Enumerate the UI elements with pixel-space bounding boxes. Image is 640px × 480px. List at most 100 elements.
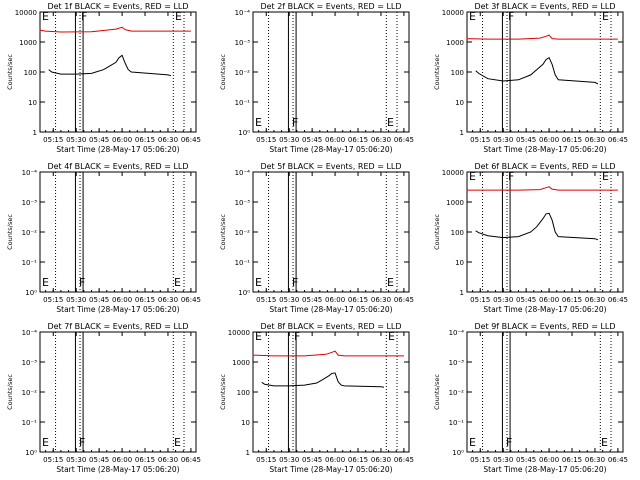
chart-title: Det 3f BLACK = Events, RED = LLD [474, 2, 615, 11]
y-tick-label: 10000 [15, 9, 37, 17]
y-tick-label: 10⁻³ [235, 199, 251, 207]
x-axis-label: Start Time (28-May-17 05:06:20) [483, 145, 606, 154]
lld-series-line [466, 34, 618, 40]
marker-label: E [602, 10, 609, 23]
plot-frame [39, 11, 197, 133]
y-axis-label: Counts/sec [219, 374, 227, 410]
x-tick-label: 06:30 [158, 136, 178, 144]
plot-frame [39, 171, 197, 293]
x-tick-label: 06:30 [371, 296, 391, 304]
x-tick-label: 06:30 [371, 456, 391, 464]
marker-label: F [508, 170, 514, 183]
y-tick-label: 10⁻¹ [22, 419, 38, 427]
y-tick-label: 100 [24, 69, 37, 77]
x-tick-label: 05:15 [256, 296, 276, 304]
x-axis-label: Start Time (28-May-17 05:06:20) [56, 305, 179, 314]
y-axis-label: Counts/sec [433, 54, 441, 90]
y-tick-label: 10⁻¹ [235, 99, 251, 107]
x-tick-label: 05:30 [66, 136, 86, 144]
chart-title: Det 2f BLACK = Events, RED = LLD [260, 2, 401, 11]
x-tick-label: 05:15 [256, 136, 276, 144]
x-tick-label: 05:45 [302, 456, 322, 464]
x-axis-label: Start Time (28-May-17 05:06:20) [269, 465, 392, 474]
marker-label: F [506, 436, 512, 449]
chart-title: Det 6f BLACK = Events, RED = LLD [474, 162, 615, 171]
y-tick-label: 10⁰ [25, 289, 37, 297]
x-tick-label: 06:00 [112, 456, 132, 464]
marker-label: F [292, 276, 298, 289]
y-tick-label: 10 [455, 259, 464, 267]
y-tick-label: 10⁻¹ [235, 259, 251, 267]
x-tick-label: 06:00 [325, 456, 345, 464]
x-tick-label: 06:45 [181, 296, 201, 304]
y-tick-label: 10 [455, 99, 464, 107]
y-tick-label: 1000 [19, 39, 37, 47]
marker-label: F [294, 330, 300, 343]
x-tick-label: 05:15 [43, 296, 63, 304]
x-tick-label: 05:15 [470, 456, 490, 464]
plot-frame [252, 331, 410, 453]
events-series-line [261, 372, 385, 388]
lld-series-line [466, 186, 618, 191]
x-tick-label: 06:15 [135, 296, 155, 304]
x-axis-label: Start Time (28-May-17 05:06:20) [56, 465, 179, 474]
y-tick-label: 10⁻³ [235, 39, 251, 47]
y-axis-label: Counts/sec [6, 374, 14, 410]
x-tick-label: 06:30 [585, 296, 605, 304]
y-tick-label: 10000 [228, 329, 250, 337]
y-tick-label: 10⁻³ [22, 359, 38, 367]
marker-label: E [469, 170, 476, 183]
marker-label: E [255, 116, 262, 129]
marker-label: E [174, 436, 181, 449]
x-tick-label: 06:45 [394, 296, 414, 304]
x-tick-label: 06:45 [608, 456, 628, 464]
y-tick-label: 10 [241, 419, 250, 427]
x-tick-label: 05:30 [66, 296, 86, 304]
x-tick-label: 06:00 [325, 296, 345, 304]
plot-frame [39, 331, 197, 453]
plot-frame [252, 171, 410, 293]
marker-label: F [79, 276, 85, 289]
y-tick-label: 10⁻⁴ [235, 169, 251, 177]
x-tick-label: 05:45 [89, 456, 109, 464]
y-tick-label: 10⁻² [22, 389, 38, 397]
x-tick-label: 06:00 [325, 136, 345, 144]
marker-label: F [508, 10, 514, 23]
x-tick-label: 05:15 [256, 456, 276, 464]
marker-label: E [42, 436, 49, 449]
y-tick-label: 100 [237, 389, 250, 397]
x-tick-label: 05:30 [493, 136, 513, 144]
x-tick-label: 05:45 [89, 136, 109, 144]
y-axis-label: Counts/sec [433, 214, 441, 250]
events-series-line [475, 56, 599, 85]
x-tick-label: 05:30 [279, 136, 299, 144]
x-tick-label: 06:30 [585, 136, 605, 144]
y-tick-label: 1 [460, 289, 464, 297]
x-tick-label: 06:15 [135, 456, 155, 464]
y-tick-label: 1 [460, 129, 464, 137]
chart-title: Det 9f BLACK = Events, RED = LLD [474, 322, 615, 331]
x-tick-label: 05:30 [493, 456, 513, 464]
x-tick-label: 05:45 [516, 456, 536, 464]
x-tick-label: 05:15 [43, 456, 63, 464]
x-tick-label: 06:00 [539, 136, 559, 144]
y-axis-label: Counts/sec [433, 374, 441, 410]
x-tick-label: 06:30 [371, 136, 391, 144]
y-tick-label: 10⁻⁴ [449, 329, 465, 337]
x-tick-label: 06:15 [348, 296, 368, 304]
marker-label: E [255, 330, 262, 343]
chart-title: Det 5f BLACK = Events, RED = LLD [260, 162, 401, 171]
x-tick-label: 06:45 [394, 456, 414, 464]
plot-frame [466, 331, 624, 453]
marker-label: E [601, 436, 608, 449]
marker-label: E [42, 276, 49, 289]
marker-label: E [469, 10, 476, 23]
y-tick-label: 1 [33, 129, 37, 137]
y-tick-label: 10⁻² [22, 229, 38, 237]
